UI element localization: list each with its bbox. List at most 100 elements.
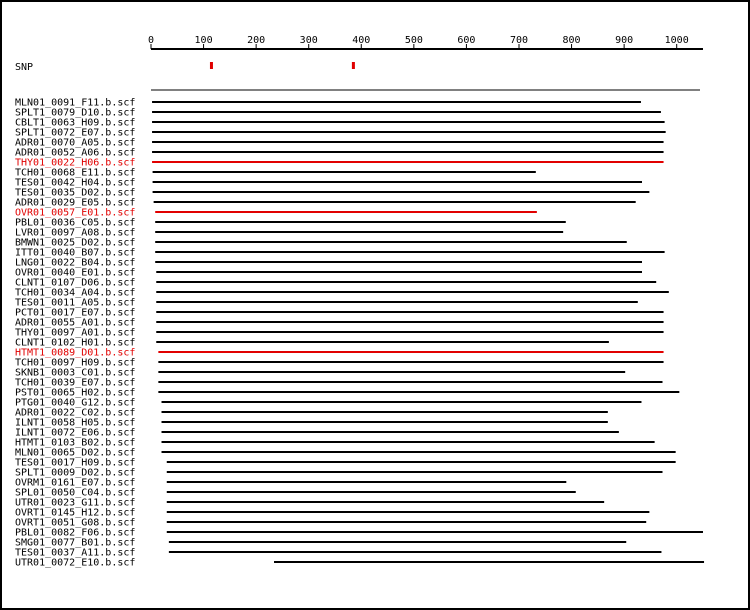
read-name: ITT01_0040_B07.b.scf: [15, 248, 135, 259]
axis-tick-label: 300: [300, 35, 318, 46]
read-name: PTG01_0040_G12.b.scf: [15, 398, 135, 409]
read-name: TES01_0037_A11.b.scf: [15, 548, 135, 559]
axis-tick-label: 700: [510, 35, 528, 46]
read-row: PTG01_0040_G12.b.scf: [15, 398, 642, 409]
read-name: PST01_0065_H02.b.scf: [15, 388, 135, 399]
read-row: BMWN1_0025_D02.b.scf: [15, 238, 627, 249]
read-name: TCH01_0097_H09.b.scf: [15, 358, 135, 369]
read-name: OVR01_0040_E01.b.scf: [15, 268, 135, 279]
axis-tick-label: 500: [405, 35, 423, 46]
read-name: LVR01_0097_A08.b.scf: [15, 228, 135, 239]
read-name: ADR01_0070_A05.b.scf: [15, 138, 135, 149]
read-row: HTMT1_0103_B02.b.scf: [15, 438, 655, 449]
position-axis: 0 100 200 300 400 500 600 700 800 900 1000: [148, 35, 703, 50]
reads-group: MLN01_0091_F11.b.scfSPLT1_0079_D10.b.scf…: [15, 98, 705, 569]
read-name: TES01_0042_H04.b.scf: [15, 178, 135, 189]
read-name: CLNT1_0102_H01.b.scf: [15, 338, 135, 349]
read-name: UTR01_0072_E10.b.scf: [15, 558, 135, 569]
read-name: OVR01_0057_E01.b.scf: [15, 208, 135, 219]
read-row: CLNT1_0102_H01.b.scf: [15, 338, 609, 349]
read-name: ADR01_0055_A01.b.scf: [15, 318, 135, 329]
read-row: SMG01_0077_B01.b.scf: [15, 538, 627, 549]
read-row: ITT01_0040_B07.b.scf: [15, 248, 665, 259]
read-name: HTMT1_0089_D01.b.scf: [15, 348, 135, 359]
read-name: SPL01_0050_C04.b.scf: [15, 488, 135, 499]
read-name: PCT01_0017_E07.b.scf: [15, 308, 135, 319]
read-name: ADR01_0022_C02.b.scf: [15, 408, 135, 419]
read-name: OVRM1_0161_E07.b.scf: [15, 478, 135, 489]
read-name: THY01_0022_H06.b.scf: [15, 158, 135, 169]
read-name: TES01_0035_D02.b.scf: [15, 188, 135, 199]
read-name: THY01_0097_A01.b.scf: [15, 328, 135, 339]
read-name: PBL01_0036_C05.b.scf: [15, 218, 135, 229]
read-name: LNG01_0022_B04.b.scf: [15, 258, 135, 269]
read-row: ILNT1_0072_E06.b.scf: [15, 428, 619, 439]
read-name: ILNT1_0058_H05.b.scf: [15, 418, 135, 429]
read-row: LVR01_0097_A08.b.scf: [15, 228, 564, 239]
read-row: HTMT1_0089_D01.b.scf: [15, 348, 664, 359]
read-row: ADR01_0052_A06.b.scf: [15, 148, 664, 159]
read-name: HTMT1_0103_B02.b.scf: [15, 438, 135, 449]
read-row: TCH01_0097_H09.b.scf: [15, 358, 664, 369]
read-name: ILNT1_0072_E06.b.scf: [15, 428, 135, 439]
read-name: UTR01_0023_G11.b.scf: [15, 498, 135, 509]
read-row: CLNT1_0107_D06.b.scf: [15, 278, 657, 289]
read-name: PBL01_0082_F06.b.scf: [15, 528, 135, 539]
read-name: ADR01_0052_A06.b.scf: [15, 148, 135, 159]
read-name: SMG01_0077_B01.b.scf: [15, 538, 135, 549]
read-row: SPLT1_0072_E07.b.scf: [15, 128, 666, 139]
read-row: PST01_0065_H02.b.scf: [15, 388, 680, 399]
read-row: OVRM1_0161_E07.b.scf: [15, 478, 567, 489]
read-row: OVR01_0040_E01.b.scf: [15, 268, 643, 279]
read-row: ADR01_0022_C02.b.scf: [15, 408, 608, 419]
read-name: OVRT1_0145_H12.b.scf: [15, 508, 135, 519]
read-row: MLN01_0065_D02.b.scf: [15, 448, 676, 459]
read-name: OVRT1_0051_G08.b.scf: [15, 518, 135, 529]
read-row: THY01_0022_H06.b.scf: [15, 158, 664, 169]
read-row: SPLT1_0079_D10.b.scf: [15, 108, 661, 119]
axis-tick-label: 400: [352, 35, 370, 46]
read-row: TES01_0035_D02.b.scf: [15, 188, 650, 199]
read-row: TES01_0011_A05.b.scf: [15, 298, 638, 309]
read-row: MLN01_0091_F11.b.scf: [15, 98, 641, 109]
read-name: TCH01_0039_E07.b.scf: [15, 378, 135, 389]
read-row: OVRT1_0051_G08.b.scf: [15, 518, 647, 529]
read-name: SPLT1_0009_D02.b.scf: [15, 468, 135, 479]
read-row: ADR01_0070_A05.b.scf: [15, 138, 664, 149]
read-row: TCH01_0034_A04.b.scf: [15, 288, 669, 299]
read-row: CBLT1_0063_H09.b.scf: [15, 118, 665, 129]
read-row: TES01_0042_H04.b.scf: [15, 178, 643, 189]
read-row: ADR01_0029_E05.b.scf: [15, 198, 636, 209]
read-name: MLN01_0091_F11.b.scf: [15, 98, 135, 109]
snp-marker: [209, 62, 213, 69]
axis-tick-label: 200: [247, 35, 265, 46]
read-row: ILNT1_0058_H05.b.scf: [15, 418, 608, 429]
axis-tick-label: 0: [148, 35, 154, 46]
read-row: UTR01_0072_E10.b.scf: [15, 558, 705, 569]
snp-marker: [351, 62, 355, 69]
read-name: CLNT1_0107_D06.b.scf: [15, 278, 135, 289]
read-row: SPL01_0050_C04.b.scf: [15, 488, 576, 499]
read-name: TCH01_0068_E11.b.scf: [15, 168, 135, 179]
read-name: MLN01_0065_D02.b.scf: [15, 448, 135, 459]
read-row: TCH01_0039_E07.b.scf: [15, 378, 663, 389]
read-name: ADR01_0029_E05.b.scf: [15, 198, 135, 209]
axis-tick-label: 900: [615, 35, 633, 46]
axis-tick-label: 1000: [665, 35, 689, 46]
read-name: SPLT1_0072_E07.b.scf: [15, 128, 135, 139]
read-row: TES01_0037_A11.b.scf: [15, 548, 662, 559]
read-row: PBL01_0082_F06.b.scf: [15, 528, 703, 539]
read-name: TES01_0017_H09.b.scf: [15, 458, 135, 469]
read-row: LNG01_0022_B04.b.scf: [15, 258, 643, 269]
read-row: TES01_0017_H09.b.scf: [15, 458, 676, 469]
read-row: ADR01_0055_A01.b.scf: [15, 318, 664, 329]
read-name: TES01_0011_A05.b.scf: [15, 298, 135, 309]
read-row: OVR01_0057_E01.b.scf: [15, 208, 537, 219]
read-name: TCH01_0034_A04.b.scf: [15, 288, 135, 299]
snp-track: [209, 62, 355, 69]
read-row: THY01_0097_A01.b.scf: [15, 328, 664, 339]
read-row: PCT01_0017_E07.b.scf: [15, 308, 664, 319]
snp-track-label: SNP: [15, 62, 33, 73]
